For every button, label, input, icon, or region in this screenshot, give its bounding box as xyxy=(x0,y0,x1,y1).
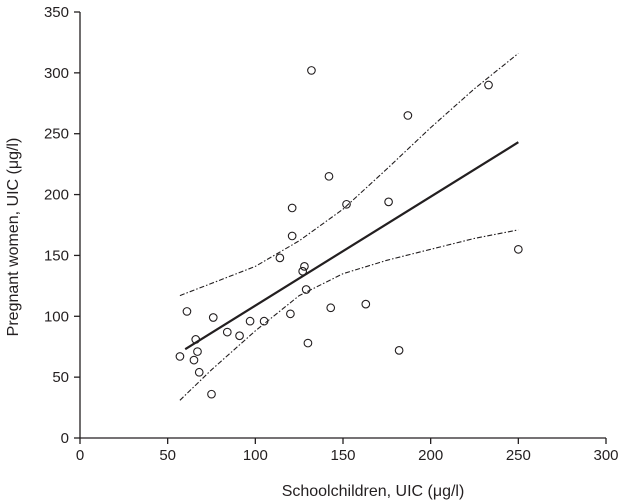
data-point xyxy=(275,253,285,263)
x-tick-label: 50 xyxy=(159,447,176,464)
data-point xyxy=(287,203,297,213)
regression-line xyxy=(184,141,519,351)
y-tick-label: 350 xyxy=(44,4,69,21)
data-point xyxy=(287,231,297,241)
data-point xyxy=(222,327,232,337)
confidence-band xyxy=(179,52,519,401)
regression xyxy=(184,141,519,351)
y-tick-label: 0 xyxy=(61,430,69,447)
data-point xyxy=(235,331,244,341)
x-tick-label: 300 xyxy=(593,447,618,464)
data-point xyxy=(324,171,334,181)
x-tick-label: 250 xyxy=(506,447,531,464)
data-point xyxy=(326,303,336,313)
data-point xyxy=(191,335,201,344)
ci-lower-line xyxy=(179,229,519,401)
data-point xyxy=(194,367,204,377)
data-point xyxy=(484,80,493,90)
x-tick-label: 200 xyxy=(418,447,443,464)
y-tick-label: 150 xyxy=(44,247,69,264)
data-point xyxy=(182,307,192,316)
x-tick-label: 0 xyxy=(76,447,84,464)
data-point xyxy=(175,352,185,361)
y-tick-label: 100 xyxy=(44,308,69,325)
y-tick-label: 200 xyxy=(44,187,69,204)
y-tick-label: 250 xyxy=(44,126,69,143)
data-point xyxy=(207,389,216,399)
data-points xyxy=(175,66,523,399)
x-axis-title: Schoolchildren, UIC (μg/l) xyxy=(282,483,465,500)
data-point xyxy=(286,309,295,319)
y-tick-label: 50 xyxy=(52,369,69,386)
data-point xyxy=(384,197,393,207)
data-point xyxy=(259,316,269,326)
data-point xyxy=(342,199,351,209)
y-tick-label: 300 xyxy=(44,65,69,82)
data-point xyxy=(513,244,523,254)
chart-axes: 0 50 100 150 200 250 300 0 50 100 150 200 250 300 350 xyxy=(44,4,619,464)
x-tick-label: 100 xyxy=(243,447,268,464)
ci-upper-line xyxy=(179,52,519,297)
y-axis-title: Pregnant women, UIC (μg/l) xyxy=(5,138,22,337)
data-point xyxy=(189,355,199,365)
data-point xyxy=(301,285,311,294)
data-point xyxy=(403,111,413,120)
data-point xyxy=(245,316,255,326)
data-point xyxy=(394,346,404,355)
data-point xyxy=(193,347,202,356)
data-point xyxy=(208,313,218,322)
data-point xyxy=(307,66,316,75)
data-point xyxy=(300,262,309,271)
data-point xyxy=(303,338,313,348)
data-point xyxy=(361,299,371,309)
x-tick-label: 150 xyxy=(330,447,355,464)
data-point xyxy=(298,266,308,276)
